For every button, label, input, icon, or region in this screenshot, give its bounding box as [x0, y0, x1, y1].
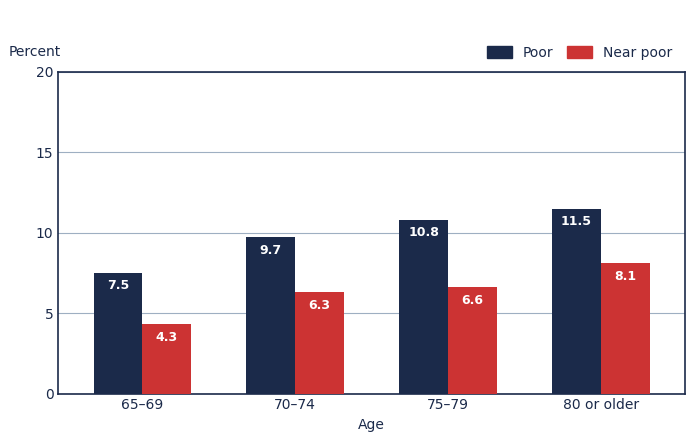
Bar — [143, 325, 191, 393]
Text: 8.1: 8.1 — [615, 270, 636, 283]
Text: 4.3: 4.3 — [156, 331, 178, 344]
Bar — [295, 292, 344, 393]
Bar — [448, 287, 497, 393]
Bar — [94, 273, 143, 393]
Text: 11.5: 11.5 — [561, 215, 592, 228]
Text: 10.8: 10.8 — [408, 226, 439, 239]
Text: Percent: Percent — [8, 45, 60, 59]
Text: 6.6: 6.6 — [461, 294, 484, 307]
Bar — [399, 220, 448, 393]
Bar — [246, 237, 295, 393]
Legend: Poor, Near poor: Poor, Near poor — [481, 40, 678, 65]
Bar — [601, 263, 650, 393]
Text: 6.3: 6.3 — [309, 299, 330, 312]
Bar — [552, 208, 601, 393]
Text: 7.5: 7.5 — [107, 279, 129, 292]
Text: 9.7: 9.7 — [260, 244, 282, 257]
X-axis label: Age: Age — [358, 418, 385, 432]
